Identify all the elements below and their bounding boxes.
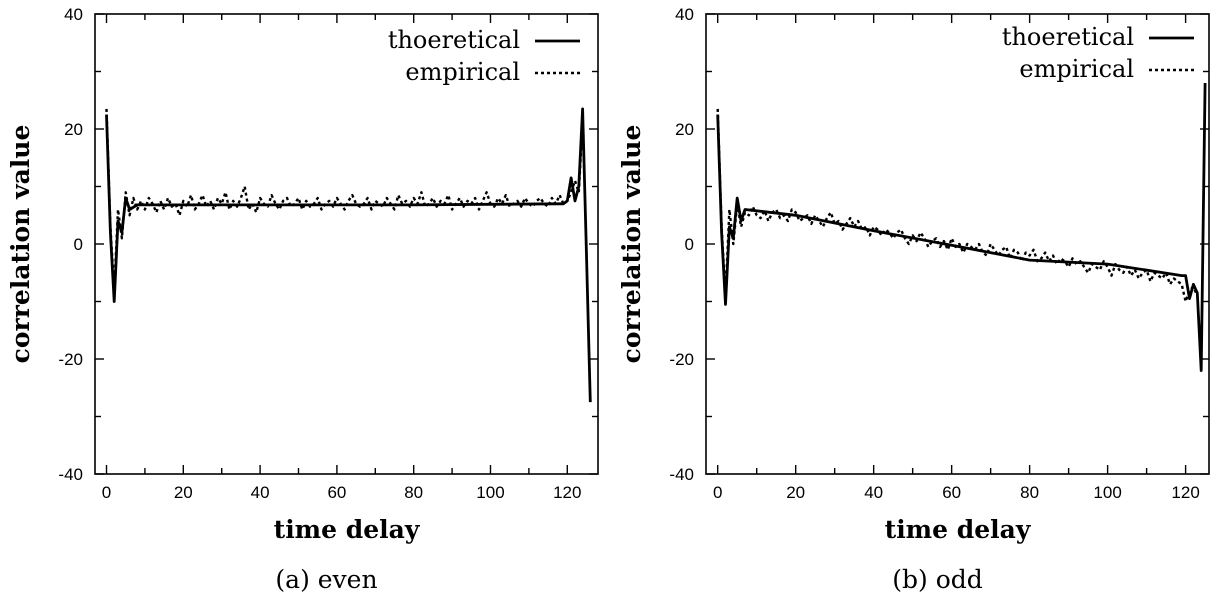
series-line-theoretical [716, 82, 1207, 372]
plot-frame [94, 13, 599, 475]
y-axis-title: correlation value [6, 125, 35, 364]
legend-label: thoeretical [1002, 23, 1134, 51]
chart-a-svg: -40 -20 0 20 40 0 20 40 60 80 100 120 time delay corr… [6, 5, 599, 594]
x-tick-label: 40 [251, 483, 270, 502]
y-tick-label: 40 [675, 5, 694, 24]
y-tick-label: 0 [685, 235, 694, 254]
y-axis-title: correlation value [617, 125, 646, 364]
series-line-empirical [716, 108, 1199, 303]
x-axis-title: time delay [274, 515, 421, 544]
y-tick-label: 20 [64, 120, 83, 139]
y-tick-label: 40 [64, 5, 83, 24]
x-tick-label: 80 [404, 483, 423, 502]
legend-label: empirical [405, 58, 520, 86]
x-tick-label: 100 [476, 483, 504, 502]
series-line-empirical [105, 108, 584, 292]
x-axis-title: time delay [885, 515, 1032, 544]
y-tick-label: -20 [669, 350, 694, 369]
x-tick-label: 100 [1093, 483, 1121, 502]
y-tick-label: -40 [58, 465, 83, 484]
chart-caption: (a) even [275, 565, 377, 594]
x-tick-label: 120 [1171, 483, 1199, 502]
plot-frame [705, 13, 1210, 475]
x-tick-label: 0 [713, 483, 722, 502]
y-tick-label: -40 [669, 465, 694, 484]
y-tick-label: -20 [58, 350, 83, 369]
x-tick-label: 60 [942, 483, 961, 502]
chart-caption: (b) odd [892, 565, 983, 594]
legend-label: thoeretical [388, 26, 520, 54]
chart-b-svg: -40 -20 0 20 40 0 20 40 60 80 100 120 time delay corr… [617, 5, 1210, 594]
x-tick-label: 60 [327, 483, 346, 502]
y-tick-label: 0 [74, 235, 83, 254]
x-tick-label: 120 [553, 483, 581, 502]
chart-panel-a: -40 -20 0 20 40 0 20 40 60 80 100 120 time delay corr… [0, 0, 610, 599]
x-tick-label: 20 [786, 483, 805, 502]
y-tick-label: 20 [675, 120, 694, 139]
series-line-theoretical [105, 107, 592, 403]
x-tick-label: 40 [864, 483, 883, 502]
x-tick-label: 80 [1020, 483, 1039, 502]
legend-label: empirical [1019, 55, 1134, 83]
x-tick-label: 20 [174, 483, 193, 502]
chart-panel-b: -40 -20 0 20 40 0 20 40 60 80 100 120 time delay corr… [611, 0, 1221, 599]
x-tick-label: 0 [102, 483, 111, 502]
